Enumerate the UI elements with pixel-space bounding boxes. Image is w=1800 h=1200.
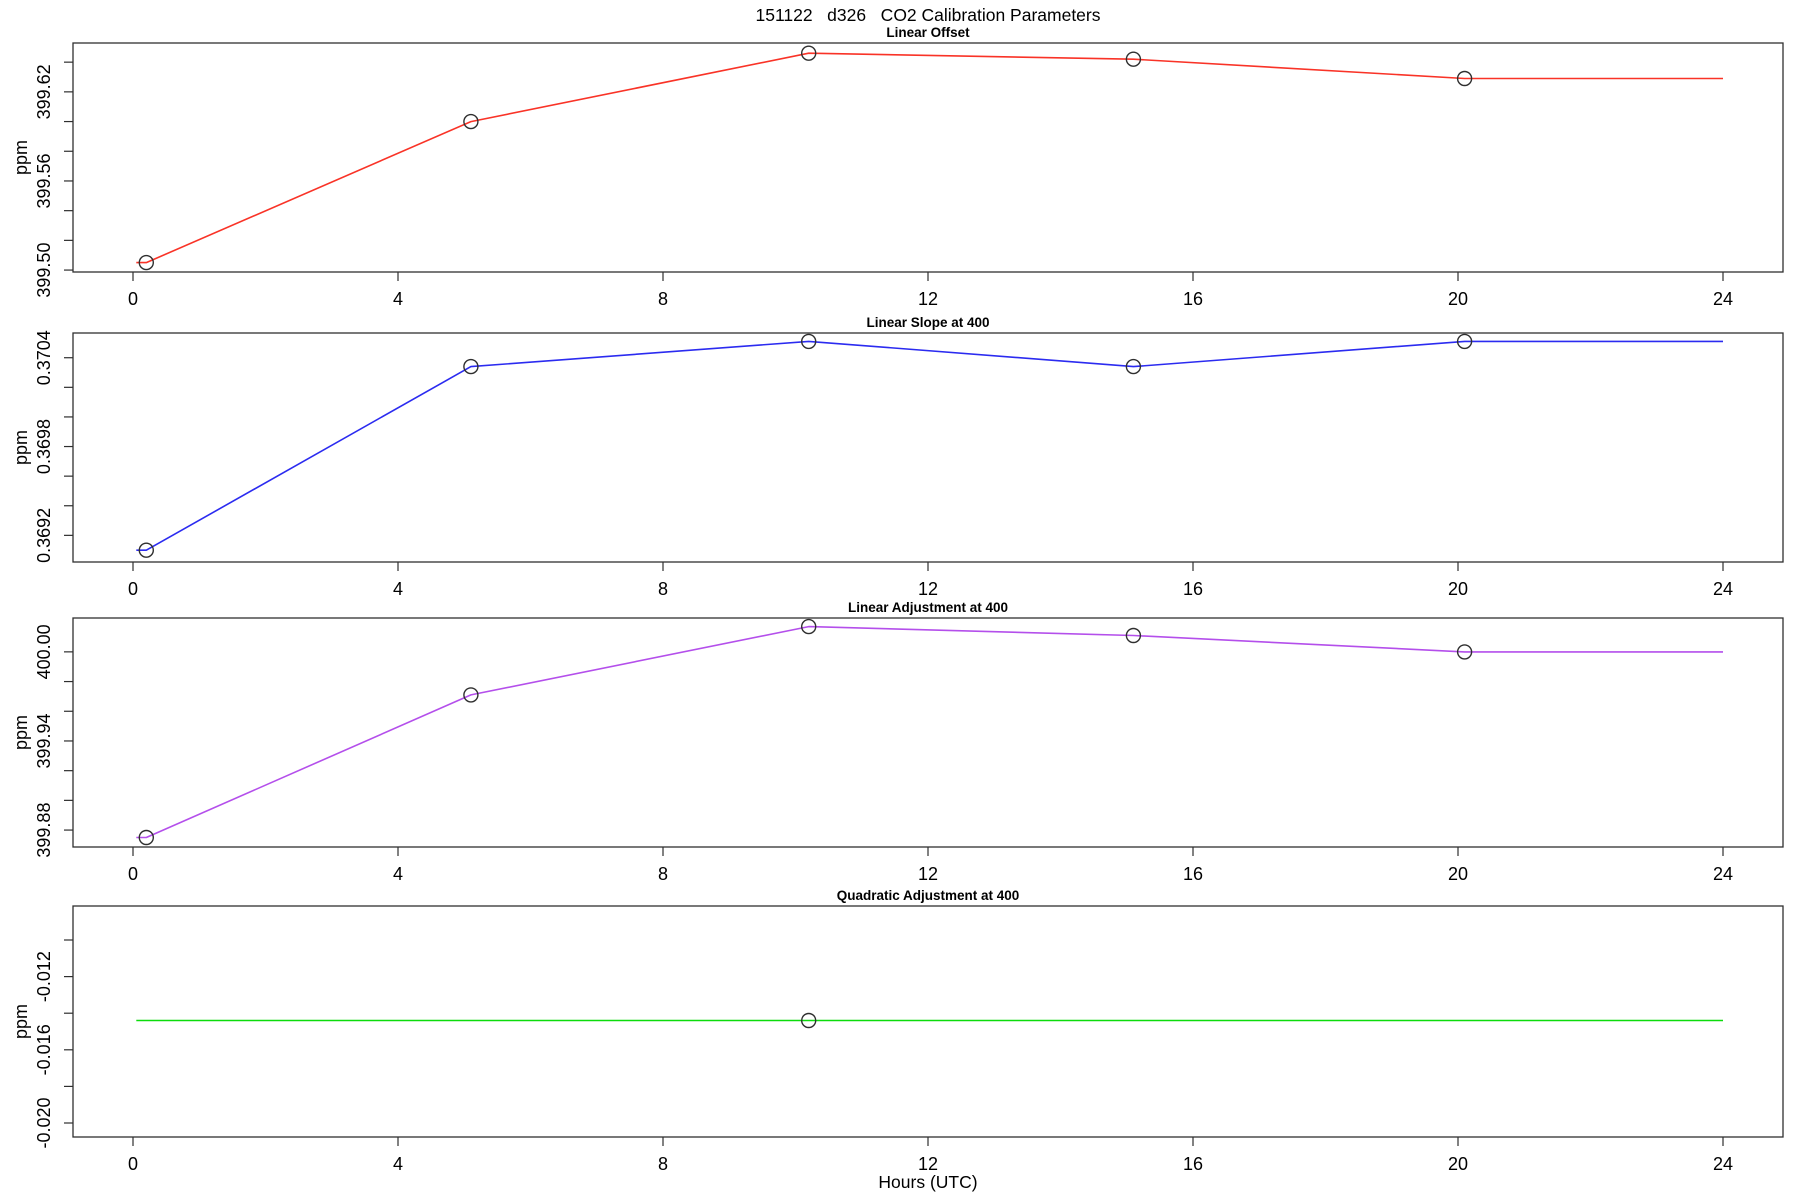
x-tick-label: 8 [658,289,668,309]
x-tick-label: 0 [128,289,138,309]
data-point-marker [1125,627,1142,644]
x-tick-label: 12 [918,289,938,309]
y-tick-label: -0.016 [34,1024,54,1075]
data-point-marker [463,358,479,375]
x-tick-label: 24 [1713,289,1733,309]
x-tick-label: 4 [393,864,403,884]
x-tick-label: 8 [658,579,668,599]
y-tick-label: -0.012 [34,951,54,1002]
panel-title: Linear Adjustment at 400 [848,600,1008,615]
data-point-marker [1125,51,1142,67]
x-tick-label: 12 [918,1154,938,1174]
data-point-marker [801,333,817,350]
y-tick-label: 399.62 [34,64,54,119]
main-title: 151122 d326 CO2 Calibration Parameters [755,5,1101,25]
data-point-marker [1456,70,1473,87]
x-tick-label: 20 [1448,1154,1468,1174]
data-point-marker [1125,358,1142,375]
data-point-marker [463,687,479,703]
series-line [136,340,1723,552]
x-tick-label: 8 [658,1154,668,1174]
panel-linear-offset: Linear Offset 0 4 8 12 16 20 24 399.50 399.56 399.… [11,25,1784,309]
x-tick-label: 12 [918,579,938,599]
y-axis-title: ppm [11,715,31,750]
data-point-marker [463,113,479,130]
y-axis-title: ppm [11,1004,31,1039]
x-tick-label: 16 [1183,579,1203,599]
y-tick-label: 0.3698 [34,419,54,474]
panel-title: Quadratic Adjustment at 400 [837,888,1020,903]
panel-quadratic-adjustment-at-400: Quadratic Adjustment at 400 0 4 8 12 16 20 24 -0… [11,888,1784,1174]
data-point-marker [1456,644,1473,660]
x-axis-title: Hours (UTC) [878,1172,978,1192]
y-tick-label: 0.3692 [34,508,54,563]
x-tick-label: 0 [128,579,138,599]
y-tick-label: 400.00 [34,624,54,679]
panel-title: Linear Offset [886,25,970,40]
x-tick-label: 16 [1183,289,1203,309]
panel-title: Linear Slope at 400 [866,315,989,330]
y-axis-title: ppm [11,140,31,175]
panel-linear-adjustment-at-400: Linear Adjustment at 400 0 4 8 12 16 20 24 399.8… [11,600,1784,884]
data-point-marker [138,254,155,271]
y-tick-label: -0.020 [34,1097,54,1148]
x-tick-label: 0 [128,864,138,884]
y-axis-title: ppm [11,430,31,465]
y-tick-label: 399.88 [34,803,54,858]
data-point-marker [801,45,817,61]
data-point-marker [138,829,155,846]
x-tick-label: 16 [1183,1154,1203,1174]
x-tick-label: 20 [1448,579,1468,599]
plot-box [72,332,1784,563]
data-point-marker [801,618,817,635]
data-point-marker [801,1012,817,1029]
y-tick-label: 399.56 [34,153,54,208]
series-line [136,52,1723,264]
x-tick-label: 4 [393,289,403,309]
x-tick-label: 24 [1713,1154,1733,1174]
x-tick-label: 16 [1183,864,1203,884]
panel-linear-slope-at-400: Linear Slope at 400 0 4 8 12 16 20 24 0.3692 0.36… [11,315,1784,599]
x-tick-label: 12 [918,864,938,884]
data-point-marker [138,542,155,558]
plot-box [72,42,1784,273]
y-tick-label: 0.3704 [34,330,54,385]
x-tick-label: 4 [393,579,403,599]
x-tick-label: 24 [1713,864,1733,884]
y-tick-label: 399.50 [34,243,54,298]
plot-box [72,905,1784,1138]
series-line [136,625,1723,839]
x-tick-label: 24 [1713,579,1733,599]
x-tick-label: 0 [128,1154,138,1174]
x-tick-label: 4 [393,1154,403,1174]
y-tick-label: 399.94 [34,713,54,768]
x-tick-label: 20 [1448,864,1468,884]
x-tick-label: 8 [658,864,668,884]
data-point-marker [1456,333,1473,350]
x-tick-label: 20 [1448,289,1468,309]
